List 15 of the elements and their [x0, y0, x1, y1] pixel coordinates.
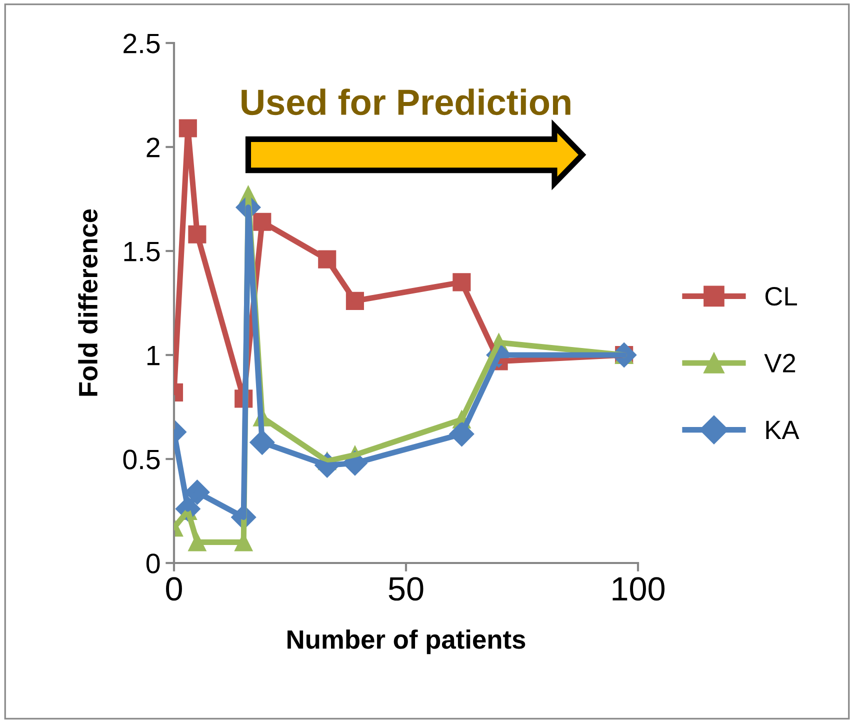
y-tick-label: 2.5	[124, 34, 160, 54]
x-tick-label: 100	[612, 577, 665, 601]
annotation: Used for Prediction	[242, 88, 570, 116]
y-axis-title: Fold difference	[78, 209, 98, 396]
legend-label: CL	[765, 286, 797, 306]
x-tick-label: 50	[388, 577, 424, 601]
y-tick-label: 0	[146, 554, 160, 574]
x-axis-title: Number of patients	[288, 629, 526, 654]
y-tick-label: 1.5	[124, 242, 160, 262]
y-tick-label: 0.5	[123, 450, 160, 470]
y-tick-label: 1	[147, 346, 160, 366]
x-tick-label: 0	[166, 577, 182, 601]
y-tick-label: 2	[146, 138, 160, 158]
legend-label: V2	[764, 354, 796, 372]
legend-label: KA	[766, 420, 800, 440]
